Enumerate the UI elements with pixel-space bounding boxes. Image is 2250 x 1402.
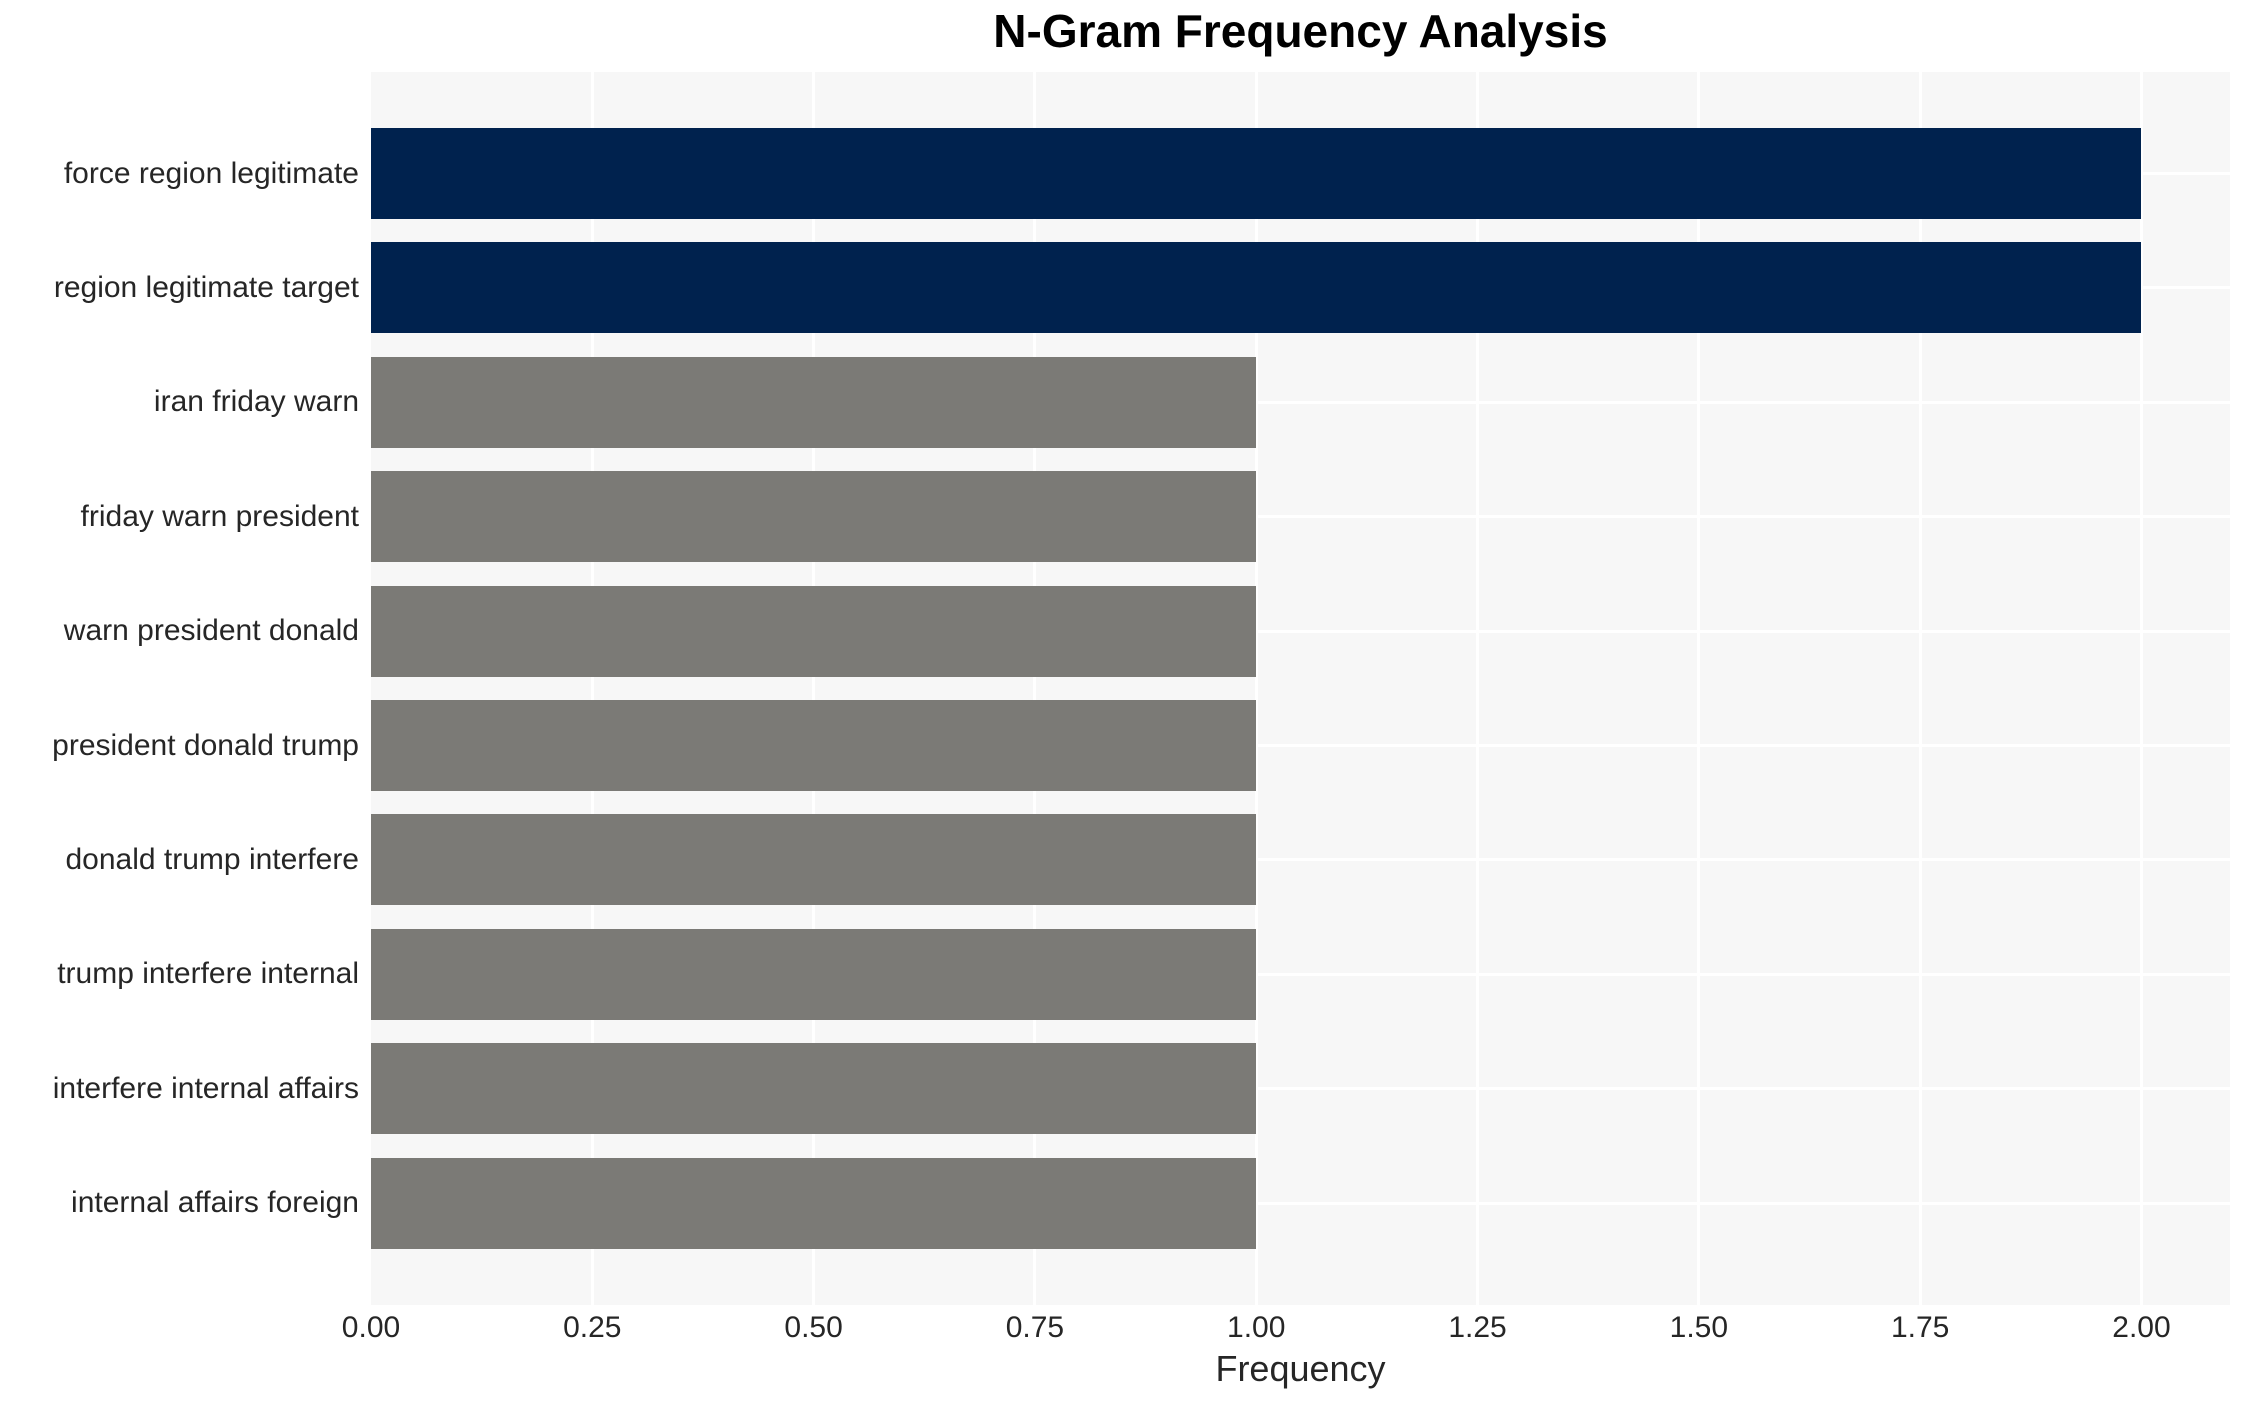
- chart-title: N-Gram Frequency Analysis: [993, 5, 1608, 57]
- y-tick-label: iran friday warn: [153, 385, 359, 419]
- y-tick-label: trump interfere internal: [57, 957, 359, 991]
- y-tick-label: friday warn president: [80, 499, 359, 533]
- y-tick-label: donald trump interfere: [65, 842, 360, 876]
- gridline-vertical: [1697, 72, 1701, 1305]
- y-tick-label: warn president donald: [63, 614, 359, 648]
- y-axis-labels: force region legitimate region legitimate…: [0, 0, 359, 1402]
- gridline-horizontal: [371, 400, 2230, 404]
- x-tick-label: 0.25: [563, 1311, 622, 1344]
- y-tick-label: region legitimate target: [53, 270, 359, 304]
- gridline-horizontal: [371, 744, 2230, 747]
- x-tick-label: 1.25: [1448, 1311, 1507, 1344]
- x-tick-label: 1.75: [1890, 1311, 1950, 1344]
- y-tick-label: president donald trump: [52, 728, 359, 762]
- bar-force-region-legitimate: [371, 128, 2142, 219]
- x-tick-label: 1.50: [1669, 1311, 1729, 1344]
- gridline-vertical: [2139, 72, 2143, 1305]
- bar-internal-affairs-foreign: [371, 1157, 1257, 1249]
- gridline-horizontal: [371, 858, 2230, 862]
- x-axis-label: Frequency: [1215, 1348, 1386, 1389]
- gridline-vertical: [1033, 72, 1037, 1305]
- bar-friday-warn-president: [371, 471, 1257, 563]
- bar-region-legitimate-target: [371, 242, 2142, 334]
- bar-iran-friday-warn: [371, 356, 1257, 448]
- y-tick-label: internal affairs foreign: [71, 1186, 359, 1220]
- x-tick-label: 2.00: [2112, 1311, 2171, 1344]
- x-tick-label: 1.00: [1227, 1311, 1286, 1344]
- bar-president-donald-trump: [371, 700, 1257, 791]
- gridline-vertical: [1918, 72, 1922, 1305]
- bar-interfere-internal-affairs: [371, 1043, 1257, 1135]
- gridline-vertical: [812, 72, 816, 1305]
- gridline-vertical: [1254, 72, 1258, 1305]
- bar-trump-interfere-internal: [371, 928, 1257, 1020]
- y-tick-label: force region legitimate: [63, 156, 359, 190]
- gridline-horizontal: [371, 1087, 2230, 1091]
- y-tick-label: interfere internal affairs: [52, 1071, 359, 1105]
- plot-area: [371, 72, 2230, 1305]
- gridline-vertical: [590, 72, 594, 1305]
- bar-donald-trump-interfere: [371, 814, 1257, 906]
- x-tick-label: 0.75: [1005, 1311, 1065, 1344]
- gridline-vertical: [1476, 72, 1480, 1305]
- gridline-horizontal: [371, 972, 2230, 976]
- x-tick-label: 0.50: [784, 1311, 843, 1344]
- gridline-horizontal: [371, 515, 2230, 519]
- gridline-horizontal: [371, 629, 2230, 633]
- bar-warn-president-donald: [371, 585, 1257, 677]
- gridline-horizontal: [371, 1201, 2230, 1205]
